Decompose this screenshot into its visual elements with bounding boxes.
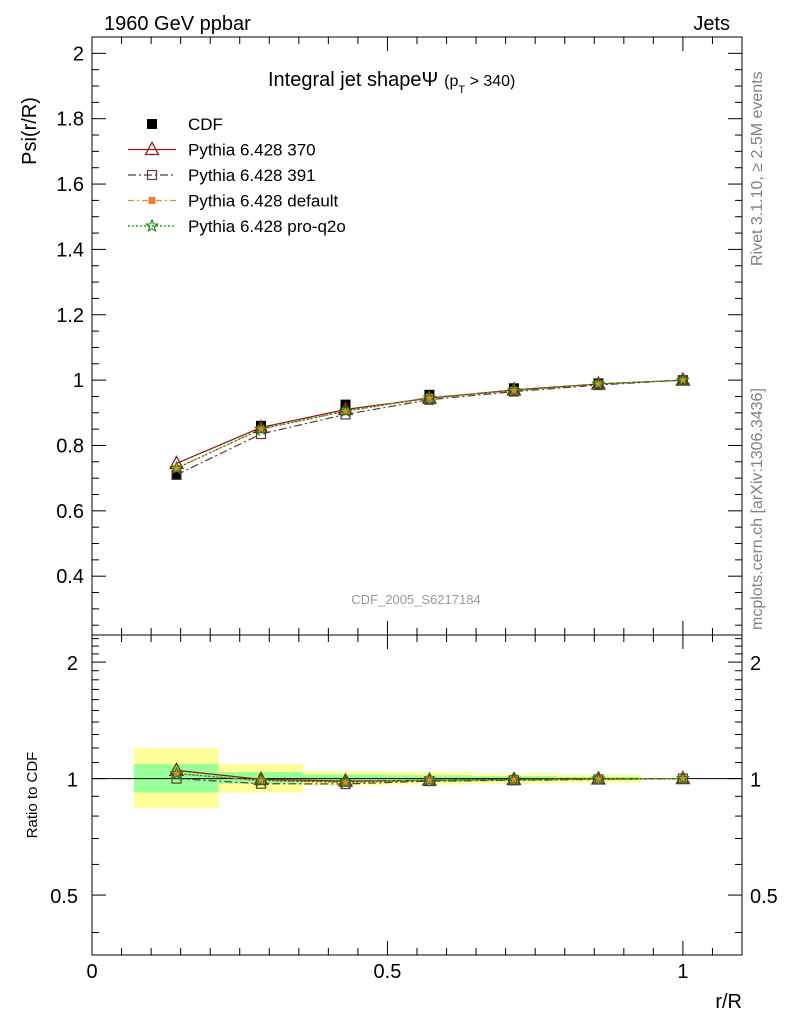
y-tick-label: 1.2 (56, 305, 84, 327)
ratio-data-point (679, 775, 687, 783)
legend-label: Pythia 6.428 pro-q2o (188, 217, 346, 236)
y-tick-label: 1.4 (56, 239, 84, 261)
y-tick-label: 2 (73, 43, 84, 65)
y-tick-label: 0.8 (56, 435, 84, 457)
ratio-panel: 0.5 0.5 1 1 2 2 0 0.5 1 Ratio to CDF r/R (24, 634, 778, 1013)
data-point (594, 380, 602, 388)
x-tick-label: 0 (86, 961, 97, 983)
data-point (510, 387, 518, 395)
ratio-tick-label: 1 (67, 770, 78, 792)
ratio-data-point (169, 766, 184, 780)
x-tick-label: 1 (677, 961, 688, 983)
y-tick-label: 1.8 (56, 109, 84, 131)
ratio-tick-label: 2 (67, 653, 78, 675)
main-title-text: Integral jet shapeΨ (268, 69, 438, 91)
ratio-data-point (510, 776, 518, 784)
x-axis-label: r/R (715, 991, 742, 1013)
data-point (338, 403, 353, 418)
rivet-label: Rivet 3.1.10, ≥ 2.5M events (749, 71, 766, 266)
svg-text:Integral jet shapeΨ(pT > 340): Integral jet shapeΨ (pT > 340) (268, 69, 515, 96)
main-title-sub: T (458, 84, 465, 96)
ratio-data-point (675, 771, 691, 785)
main-panel: 0.4 0.6 0.8 1 1.2 1.4 1.6 1.8 2 Psi(r/R) Integra… (19, 36, 743, 636)
ratio-data-point (506, 772, 522, 786)
y-tick-label: 1 (73, 370, 84, 392)
watermark: CDF_2005_S6217184 (351, 592, 480, 607)
data-point (506, 383, 522, 397)
data-point (171, 469, 182, 480)
ratio-data-point (253, 773, 269, 787)
ratio-data-point (338, 774, 353, 789)
legend-marker (147, 119, 157, 129)
main-title-suffix: (p (444, 73, 458, 90)
legend-marker (144, 218, 160, 233)
main-title-tail: > 340) (465, 73, 515, 90)
data-point (422, 390, 437, 405)
ratio-data-point (422, 772, 437, 787)
data-point (253, 421, 269, 436)
header-left: 1960 GeV ppbar (104, 13, 251, 35)
data-point (257, 425, 265, 433)
ratio-ylabel: Ratio to CDF (24, 752, 41, 839)
ratio-tick-label-right: 0.5 (750, 886, 778, 908)
data-point (593, 379, 604, 391)
ratio-data-point (342, 778, 349, 786)
ratio-data-point (508, 775, 520, 786)
y-tick-label: 0.4 (56, 566, 84, 588)
data-point (679, 376, 687, 384)
mcplots-label: mcplots.cern.ch [arXiv:1306.3436] (749, 388, 766, 630)
ratio-data-point (593, 774, 604, 785)
ratio-data-point (257, 777, 265, 785)
y-tick-label: 1.6 (56, 174, 84, 196)
legend-marker (146, 169, 158, 181)
main-ylabel: Psi(r/R) (19, 97, 41, 165)
data-point (342, 407, 349, 415)
legend-label: Pythia 6.428 370 (188, 141, 316, 160)
main-title: Integral jet shapeΨ (pT > 340) (268, 69, 515, 96)
data-point (425, 393, 433, 401)
ratio-tick-label-right: 2 (750, 653, 761, 675)
data-point (173, 464, 180, 472)
data-point (508, 386, 520, 397)
data-point (169, 460, 184, 475)
ratio-data-point (594, 775, 602, 783)
data-point (675, 372, 691, 387)
ratio-data-point (591, 771, 606, 786)
header-right: Jets (693, 13, 730, 35)
ratio-tick-label: 0.5 (50, 886, 78, 908)
legend-label: Pythia 6.428 default (188, 192, 339, 211)
legend-marker (148, 197, 156, 204)
legend-marker (144, 141, 160, 156)
ratio-data-point (173, 770, 180, 778)
data-point (591, 376, 606, 391)
ratio-tick-label-right: 1 (750, 770, 761, 792)
ratio-data-point (425, 776, 433, 784)
legend-label: Pythia 6.428 391 (188, 166, 316, 185)
ratio-frame (91, 634, 743, 956)
legend-label: CDF (188, 115, 223, 134)
x-tick-label: 0.5 (374, 961, 402, 983)
legend: CDF Pythia 6.428 370 Pythia 6.428 391 Pythi… (128, 115, 346, 236)
y-tick-label: 0.6 (56, 501, 84, 523)
